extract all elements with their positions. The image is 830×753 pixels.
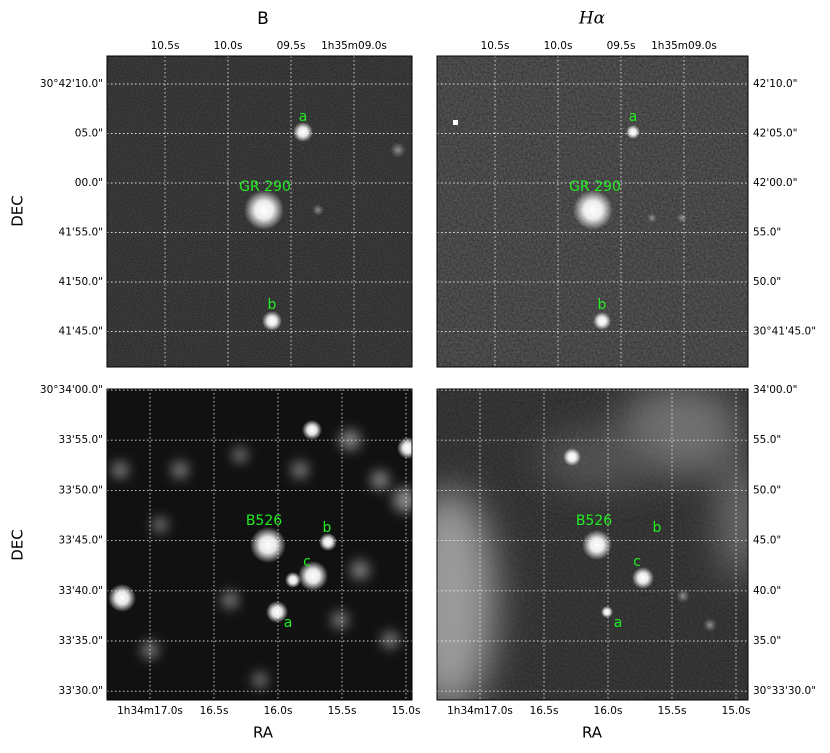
ra-tick-label: 16.0s: [264, 705, 293, 717]
column-title: B: [257, 9, 269, 29]
y-axis-label: DEC: [9, 529, 27, 561]
dec-tick-label: 40.0": [753, 585, 781, 597]
image-b-bottom: [107, 389, 412, 700]
dec-tick-label: 50.0": [753, 484, 781, 496]
dec-tick-label: 30°33'30.0": [753, 685, 816, 697]
dec-tick-label: 45.0": [753, 535, 781, 547]
dec-tick-label: 41'50.0": [59, 276, 103, 288]
dec-tick-label: 33'50.0": [59, 484, 103, 496]
ra-tick-label: 09.5s: [607, 40, 636, 52]
ra-tick-label: 15.5s: [658, 705, 687, 717]
ra-tick-label: 09.5s: [277, 40, 306, 52]
ra-tick-label: 15.0s: [392, 705, 421, 717]
object-label: b: [598, 297, 607, 313]
panel-frame: [106, 388, 413, 701]
ra-tick-label: 15.0s: [722, 705, 751, 717]
dec-tick-label: 41'45.0": [59, 326, 103, 338]
ra-tick-label: 1h35m09.0s: [651, 40, 717, 52]
panel-frame: [436, 388, 749, 701]
object-label: a: [629, 109, 638, 125]
object-label: b: [323, 520, 332, 536]
object-label: c: [633, 554, 641, 570]
x-axis-label: RA: [582, 724, 603, 742]
ra-tick-label: 1h34m17.0s: [447, 705, 513, 717]
dec-tick-label: 35.0": [753, 635, 781, 647]
dec-tick-label: 55.0": [753, 227, 781, 239]
dec-tick-label: 30°34'00.0": [40, 384, 103, 396]
dec-tick-label: 42'10.0": [753, 78, 797, 90]
dec-tick-label: 33'45.0": [59, 535, 103, 547]
object-label: b: [653, 520, 662, 536]
ra-tick-label: 10.5s: [481, 40, 510, 52]
ra-tick-label: 1h34m17.0s: [117, 705, 183, 717]
ra-tick-label: 10.5s: [151, 40, 180, 52]
object-label: B526: [576, 513, 612, 529]
object-label: b: [268, 297, 277, 313]
panel-frame: [436, 55, 749, 368]
dec-tick-label: 55.0": [753, 434, 781, 446]
dec-tick-label: 50.0": [753, 276, 781, 288]
object-label: a: [284, 615, 293, 631]
ra-tick-label: 16.0s: [594, 705, 623, 717]
dec-tick-label: 34'00.0": [753, 384, 797, 396]
ra-tick-label: 16.5s: [530, 705, 559, 717]
dec-tick-label: 30°41'45.0": [753, 326, 816, 338]
dec-tick-label: 33'30.0": [59, 685, 103, 697]
ra-tick-label: 15.5s: [328, 705, 357, 717]
dec-tick-label: 05.0": [75, 128, 103, 140]
panel-frame: [106, 55, 413, 368]
dec-tick-label: 33'40.0": [59, 585, 103, 597]
object-label: GR 290: [239, 179, 291, 195]
dec-tick-label: 42'05.0": [753, 128, 797, 140]
object-label: a: [614, 615, 623, 631]
ra-tick-label: 10.0s: [544, 40, 573, 52]
column-title: Hα: [578, 9, 606, 29]
object-label: c: [303, 554, 311, 570]
dec-tick-label: 42'00.0": [753, 177, 797, 189]
object-label: GR 290: [569, 179, 621, 195]
x-axis-label: RA: [253, 724, 274, 742]
ra-tick-label: 10.0s: [214, 40, 243, 52]
dec-tick-label: 00.0": [75, 177, 103, 189]
dec-tick-label: 33'35.0": [59, 635, 103, 647]
image-ha-bottom: [437, 389, 748, 700]
ra-tick-label: 1h35m09.0s: [321, 40, 387, 52]
object-label: B526: [246, 513, 282, 529]
dec-tick-label: 33'55.0": [59, 434, 103, 446]
dec-tick-label: 41'55.0": [59, 227, 103, 239]
ra-tick-label: 16.5s: [200, 705, 229, 717]
y-axis-label: DEC: [9, 195, 27, 227]
dec-tick-label: 30°42'10.0": [40, 78, 103, 90]
image-ha-top: [437, 56, 748, 367]
image-b-top: [107, 56, 412, 367]
object-label: a: [299, 109, 308, 125]
